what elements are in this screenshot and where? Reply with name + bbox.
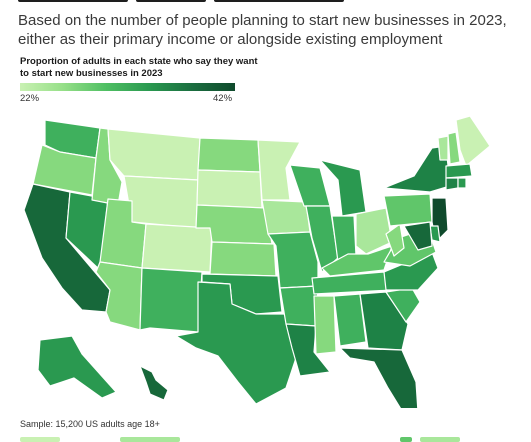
state-wv (385, 223, 405, 257)
cropped-bottom-strip (0, 437, 531, 442)
legend-max-label: 42% (213, 93, 233, 104)
state-md (403, 221, 433, 251)
state-fl (339, 347, 419, 408)
state-mn (257, 139, 301, 201)
legend-min-label: 22% (20, 93, 40, 104)
state-ma (445, 163, 473, 179)
state-co (141, 223, 213, 273)
source-note: Sample: 15,200 US adults age 18+ (20, 419, 160, 429)
state-ks (209, 241, 277, 277)
state-ak (37, 335, 117, 399)
state-wi (289, 164, 331, 207)
us-states-map (23, 115, 491, 408)
state-oh (355, 207, 393, 255)
state-tn (311, 271, 393, 295)
cropped-title-fragment (18, 0, 513, 5)
state-ia (261, 199, 311, 235)
state-vt (437, 135, 449, 161)
state-nh (447, 131, 461, 165)
state-pa (383, 193, 433, 227)
state-ar (279, 285, 319, 327)
state-ri (457, 177, 467, 189)
state-hi (139, 365, 169, 401)
state-nm (139, 267, 203, 333)
legend-title: Proportion of adults in each state who s… (20, 56, 258, 79)
state-tx (175, 281, 301, 405)
state-mt (107, 128, 201, 181)
state-me (455, 115, 491, 167)
state-ga (359, 291, 409, 351)
subtitle: Based on the number of people planning t… (18, 12, 507, 48)
state-wy (123, 175, 199, 229)
state-al (333, 293, 367, 347)
state-mi (319, 159, 367, 217)
state-sd (196, 169, 263, 209)
state-ct (445, 177, 459, 191)
state-ms (313, 295, 337, 355)
legend-gradient-bar (20, 83, 235, 91)
state-nd (197, 137, 261, 173)
